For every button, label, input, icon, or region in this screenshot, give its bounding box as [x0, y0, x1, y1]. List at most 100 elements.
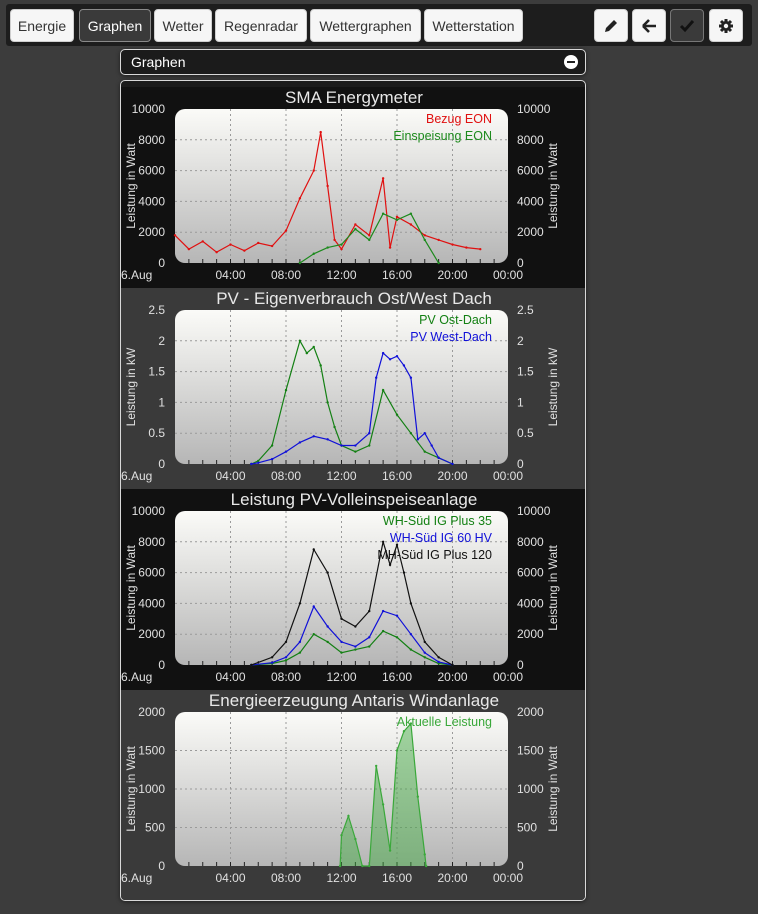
data-point — [284, 450, 288, 453]
data-point — [395, 749, 399, 752]
arrow-left-button[interactable] — [632, 9, 666, 42]
gear-button[interactable] — [709, 9, 743, 42]
y-axis-label-right: Leistung in Watt — [546, 746, 560, 832]
data-point — [312, 252, 315, 255]
chart-2: PV - Eigenverbrauch Ost/West Dach PV Ost-… — [121, 288, 585, 489]
x-tick-label: 08:00 — [271, 871, 301, 885]
y-tick-label-right: 0 — [517, 256, 524, 270]
data-point — [423, 656, 426, 659]
data-point — [333, 238, 336, 242]
data-point — [270, 457, 274, 461]
y-tick-label-right: 2000 — [517, 627, 544, 641]
y-tick-label-right: 1000 — [517, 782, 544, 796]
section-title: Graphen — [131, 54, 186, 70]
data-point — [388, 358, 392, 361]
data-point — [354, 444, 357, 447]
data-point — [340, 617, 343, 620]
y-tick-label-left: 2 — [158, 334, 165, 348]
tab-graphen[interactable]: Graphen — [79, 9, 151, 42]
data-point — [319, 364, 322, 367]
data-point — [229, 243, 232, 246]
data-point — [381, 629, 385, 633]
y-axis-label-right: Leistung in Watt — [546, 143, 560, 229]
y-tick-label-left: 10000 — [132, 504, 166, 518]
chart-3: Leistung PV-Volleinspeiseanlage WH-Süd IG… — [121, 489, 585, 690]
x-tick-label: 00:00 — [493, 871, 523, 885]
x-tick-label: 6.Aug — [121, 268, 152, 282]
legend-item: PV Ost-Dach — [419, 313, 492, 327]
data-point — [437, 238, 440, 242]
legend-item: MH-Süd IG Plus 120 — [377, 548, 492, 562]
data-point — [381, 212, 385, 215]
data-point — [257, 241, 260, 245]
data-point — [284, 656, 288, 659]
check-button[interactable] — [670, 9, 704, 42]
data-point — [340, 640, 343, 644]
tab-wettergraphen[interactable]: Wettergraphen — [310, 9, 421, 42]
chart-title: Energieerzeugung Antaris Windanlage — [209, 691, 499, 710]
data-point — [402, 364, 406, 367]
data-point — [368, 864, 371, 868]
data-point — [368, 238, 371, 242]
data-point — [388, 246, 392, 249]
data-point — [437, 656, 440, 659]
chart-title: Leistung PV-Volleinspeiseanlage — [231, 490, 478, 509]
data-point — [424, 864, 428, 868]
data-point — [257, 459, 260, 463]
legend-item: WH-Süd IG Plus 35 — [383, 514, 492, 528]
legend-item: Einspeisung EON — [393, 129, 492, 143]
x-tick-label: 20:00 — [437, 268, 467, 282]
data-point — [409, 602, 413, 605]
x-tick-label: 16:00 — [382, 268, 412, 282]
tab-energie[interactable]: Energie — [10, 9, 74, 42]
y-tick-label-right: 4000 — [517, 596, 544, 610]
x-tick-label: 08:00 — [271, 268, 301, 282]
y-tick-label-left: 1 — [158, 395, 165, 409]
chart-title: PV - Eigenverbrauch Ost/West Dach — [216, 289, 492, 308]
y-tick-label-right: 6000 — [517, 566, 544, 580]
legend-item: WH-Süd IG 60 HV — [390, 531, 493, 545]
data-point — [201, 240, 204, 243]
tab-regenradar[interactable]: Regenradar — [215, 9, 307, 42]
data-point — [430, 444, 433, 447]
tab-wetterstation[interactable]: Wetterstation — [424, 9, 523, 42]
y-tick-label-right: 500 — [517, 821, 537, 835]
arrow-left-icon — [641, 18, 657, 34]
charts-panel: SMA Energymeter Bezug EON Einspeisung EON 1… — [120, 80, 586, 901]
x-tick-label: 12:00 — [326, 469, 356, 483]
data-point — [284, 388, 288, 392]
chart-title: SMA Energymeter — [285, 88, 423, 107]
data-point — [173, 234, 177, 237]
data-point — [270, 444, 274, 447]
data-point — [340, 651, 343, 654]
data-point — [395, 543, 399, 547]
data-point — [368, 609, 371, 613]
y-tick-label-right: 1500 — [517, 744, 544, 758]
data-point — [409, 376, 413, 379]
data-point — [333, 425, 336, 429]
x-tick-label: 00:00 — [493, 469, 523, 483]
x-tick-label: 16:00 — [382, 469, 412, 483]
pencil-button[interactable] — [594, 9, 628, 42]
x-tick-label: 08:00 — [271, 469, 301, 483]
y-tick-label-right: 1 — [517, 395, 524, 409]
data-point — [298, 651, 302, 654]
data-point — [368, 636, 371, 639]
data-point — [409, 648, 413, 651]
x-tick-label: 6.Aug — [121, 670, 152, 684]
data-point — [361, 864, 364, 868]
y-tick-label-right: 4000 — [517, 194, 544, 208]
data-point — [354, 625, 357, 628]
y-tick-label-right: 2000 — [517, 225, 544, 239]
data-point — [368, 645, 371, 648]
data-point — [409, 432, 413, 435]
data-point — [340, 834, 343, 837]
x-tick-label: 04:00 — [215, 469, 245, 483]
collapse-minus-icon[interactable] — [564, 55, 578, 69]
data-point — [305, 351, 309, 355]
y-tick-label-left: 0.5 — [148, 426, 165, 440]
legend-item: Aktuelle Leistung — [397, 715, 492, 729]
y-tick-label-left: 6000 — [138, 566, 165, 580]
tab-wetter[interactable]: Wetter — [154, 9, 212, 42]
graphen-collapsible-header[interactable]: Graphen — [120, 49, 586, 75]
